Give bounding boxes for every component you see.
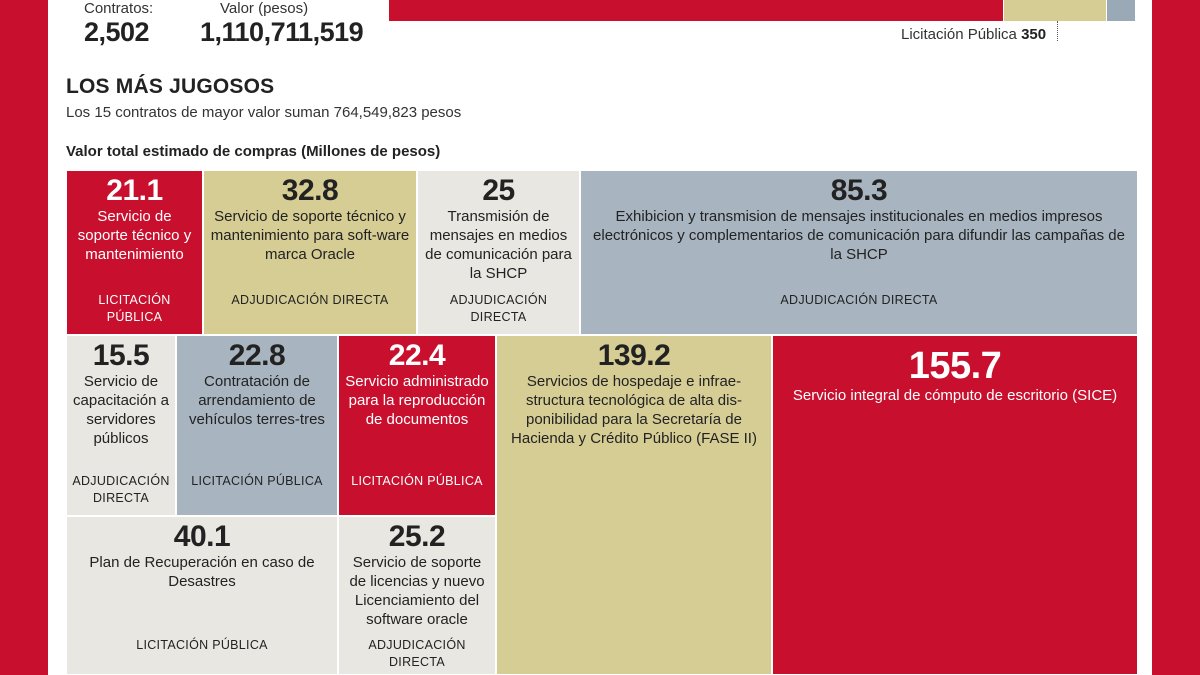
cell-description: Servicios de hospedaje e infrae-structur… [511, 373, 757, 447]
cell-value: 25.2 [388, 520, 446, 553]
cell-procedure: LICITACIÓN PÚBLICA [98, 293, 171, 324]
cell-value: 40.1 [173, 520, 231, 553]
section-title: LOS MÁS JUGOSOS [66, 75, 275, 98]
cell-description: Contratación de arrendamiento de vehícul… [189, 373, 325, 428]
cell-procedure: LICITACIÓN PÚBLICA [351, 474, 483, 488]
treemap-cell: 40.1 Plan de Recuperación en caso de Desa… [66, 516, 338, 675]
treemap-cell: 21.1 Servicio de soporte técnico y manten… [66, 170, 203, 335]
cell-value: 32.8 [281, 174, 339, 207]
top-annotation: Licitación Pública 350 [901, 26, 1046, 43]
infographic-panel: Contratos: 2,502 Valor (pesos) 1,110,711… [48, 0, 1152, 675]
treemap-cell: 139.2 Servicios de hospedaje e infrae-str… [496, 335, 772, 675]
top-annotation-leader [1057, 21, 1058, 41]
chart-title: Valor total estimado de compras (Millone… [66, 143, 441, 160]
cell-value: 85.3 [830, 174, 888, 207]
cell-procedure: ADJUDICACIÓN DIRECTA [231, 293, 389, 307]
cell-value: 21.1 [106, 174, 163, 207]
cell-description: Plan de Recuperación en caso de Desastre… [89, 554, 315, 590]
cell-procedure: ADJUDICACIÓN DIRECTA [449, 293, 548, 324]
cell-description: Servicio de soporte técnico y mantenimie… [77, 208, 192, 263]
cell-value: 15.5 [92, 339, 150, 372]
cell-value: 22.4 [388, 339, 446, 372]
cell-description: Servicio administrado para la reproducci… [345, 373, 489, 428]
contracts-value: 2,502 [84, 17, 150, 47]
treemap-cell: 25.2 Servicio de soporte de licencias y n… [338, 516, 496, 675]
cell-description: Transmisión de mensajes en medios de com… [425, 208, 572, 282]
value-amount: 1,110,711,519 [200, 17, 364, 47]
treemap-cell: 85.3 Exhibicion y transmision de mensajes… [580, 170, 1138, 335]
section-subtitle: Los 15 contratos de mayor valor suman 76… [66, 104, 462, 121]
treemap-cell: 32.8 Servicio de soporte técnico y manten… [203, 170, 417, 335]
cell-procedure: LICITACIÓN PÚBLICA [136, 638, 268, 652]
treemap-cell: 22.8 Contratación de arrendamiento de veh… [176, 335, 338, 516]
treemap-cell: 15.5 Servicio de capacitación a servidore… [66, 335, 176, 516]
cell-description: Servicio de soporte técnico y mantenimie… [210, 208, 410, 263]
contracts-label: Contratos: [84, 0, 154, 17]
cell-procedure: ADJUDICACIÓN DIRECTA [72, 474, 170, 505]
cell-description: Servicio de soporte de licencias y nuevo… [349, 554, 485, 628]
treemap-cell: 25 Transmisión de mensajes en medios de c… [417, 170, 580, 335]
cell-value: 25 [482, 174, 515, 207]
top-bar-segment-red [389, 0, 1003, 21]
cell-description: Servicio integral de cómputo de escritor… [792, 387, 1118, 404]
top-annotation-label: Licitación Pública [901, 26, 1017, 43]
treemap: 21.1 Servicio de soporte técnico y manten… [66, 170, 1152, 675]
cell-value: 139.2 [597, 339, 671, 372]
top-annotation-value: 350 [1021, 26, 1047, 43]
treemap-cell: 155.7 Servicio integral de cómputo de esc… [772, 335, 1138, 675]
cell-procedure: ADJUDICACIÓN DIRECTA [780, 293, 938, 307]
cell-procedure: ADJUDICACIÓN DIRECTA [368, 638, 466, 669]
treemap-cell: 22.4 Servicio administrado para la reprod… [338, 335, 496, 516]
cell-description: Servicio de capacitación a servidores pú… [73, 373, 169, 447]
cell-value: 155.7 [908, 345, 1002, 387]
cell-procedure: LICITACIÓN PÚBLICA [191, 474, 323, 488]
value-label: Valor (pesos) [220, 0, 309, 17]
cell-description: Exhibicion y transmision de mensajes ins… [593, 208, 1125, 263]
top-bar-segment-gray [1106, 0, 1135, 21]
top-bar-segment-khaki [1003, 0, 1106, 21]
cell-value: 22.8 [228, 339, 286, 372]
